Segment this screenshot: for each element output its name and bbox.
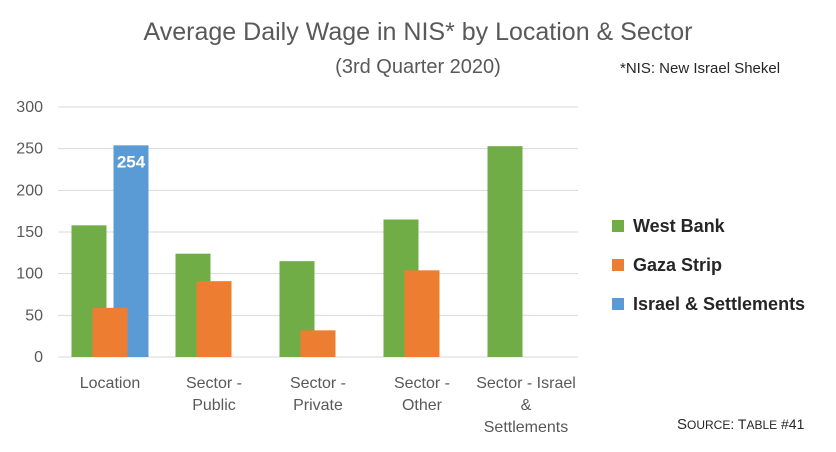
source-colon: : T: [730, 416, 747, 432]
legend: West Bank Gaza Strip Israel & Settlement…: [612, 216, 805, 333]
bar-chart: 0 50 100 150 200 250 300 254 Location Sector - Pub…: [16, 99, 578, 436]
x-tick-label-2-0: Sector -: [290, 375, 346, 392]
y-tick-label-50: 50: [25, 307, 43, 324]
x-tick-label-2-1: Private: [293, 397, 343, 414]
bar-gaza-strip-3: [404, 270, 440, 357]
chart-subtitle: (3rd Quarter 2020): [335, 56, 501, 78]
y-tick-label-250: 250: [16, 141, 43, 158]
legend-label-west-bank: West Bank: [633, 215, 725, 236]
x-tick-label-0-0: Location: [80, 375, 141, 392]
x-tick-label-3-1: Other: [402, 397, 443, 414]
bar-gaza-strip-2: [300, 330, 336, 357]
currency-note: *NIS: New Israel Shekel: [620, 60, 781, 77]
bar-west-bank-4: [487, 146, 523, 357]
source-prefix-small: OURCE: [687, 418, 731, 432]
bar-gaza-strip-1: [196, 281, 232, 357]
y-tick-label-200: 200: [16, 182, 43, 199]
x-tick-label-1-0: Sector -: [186, 375, 242, 392]
data-label-israel-settlements-0: 254: [117, 152, 146, 171]
x-tick-label-1-1: Public: [192, 397, 236, 414]
x-tick-label-4-1: &: [521, 397, 532, 414]
chart-title: Average Daily Wage in NIS* by Location &…: [143, 18, 693, 46]
legend-item-gaza-strip: Gaza Strip: [612, 255, 805, 275]
source-table-number: #41: [777, 416, 805, 432]
x-tick-label-4-0: Sector - Israel: [476, 375, 576, 392]
source-note: SOURCE: TABLE #41: [677, 416, 804, 433]
y-tick-label-150: 150: [16, 224, 43, 241]
legend-swatch-west-bank: [612, 220, 624, 232]
legend-label-israel-settlements: Israel & Settlements: [633, 293, 806, 314]
y-tick-label-100: 100: [16, 266, 43, 283]
legend-item-israel-settlements: Israel & Settlements: [612, 294, 805, 314]
y-tick-label-0: 0: [34, 349, 43, 366]
source-table-word: ABLE: [746, 418, 778, 432]
x-tick-label-3-0: Sector -: [394, 375, 450, 392]
bar-gaza-strip-0: [92, 307, 128, 357]
legend-swatch-gaza-strip: [612, 259, 624, 271]
y-tick-label-300: 300: [16, 99, 43, 116]
x-tick-label-4-2: Settlements: [484, 419, 568, 436]
source-prefix-big: S: [677, 416, 688, 433]
legend-label-gaza-strip: Gaza Strip: [633, 254, 723, 275]
legend-item-west-bank: West Bank: [612, 216, 805, 236]
legend-swatch-israel-settlements: [612, 298, 624, 310]
